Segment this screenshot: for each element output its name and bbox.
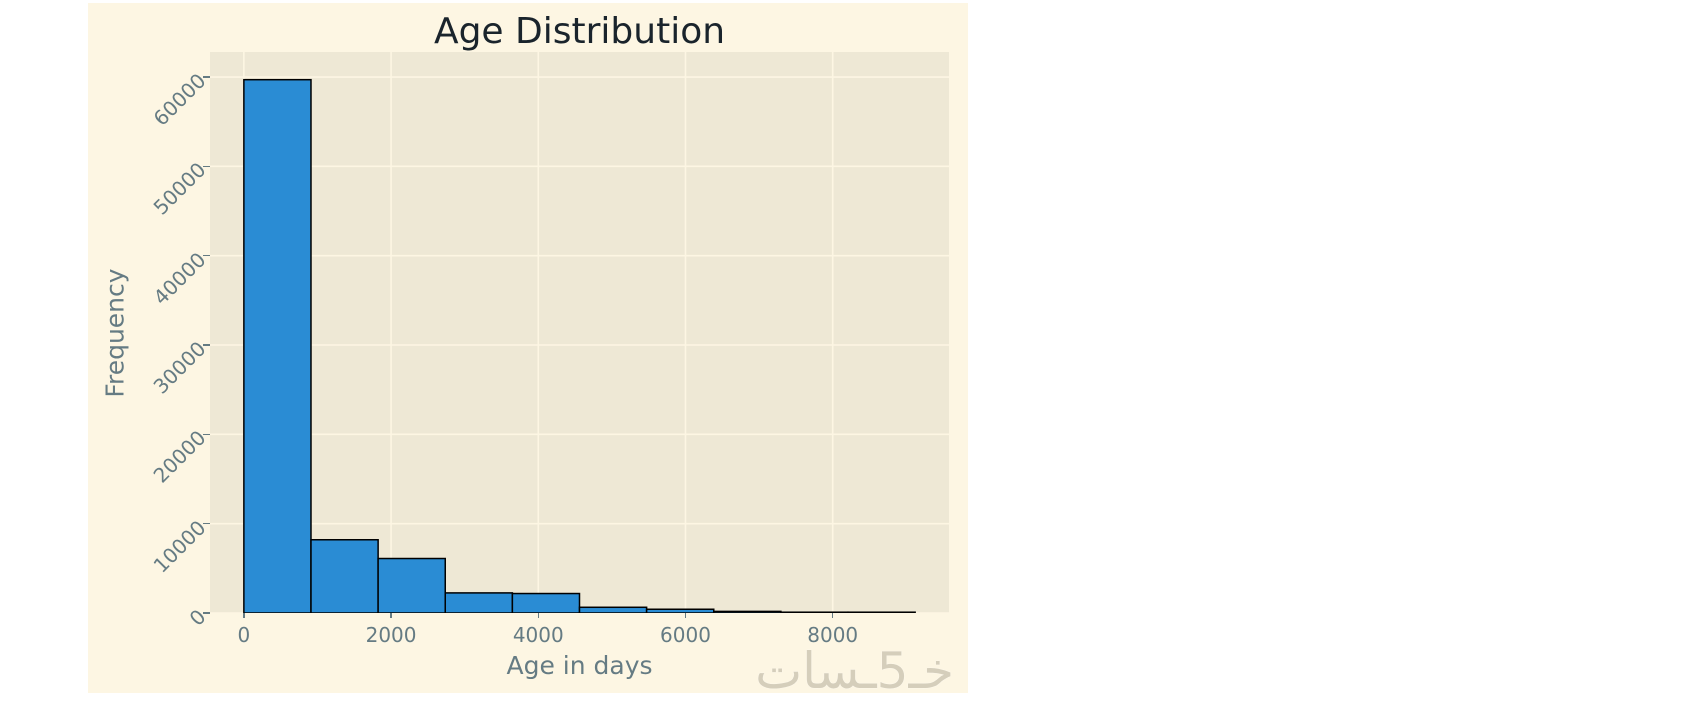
chart-title: Age Distribution: [433, 11, 726, 52]
y-tick-mark-20000: [203, 433, 210, 436]
histogram-bar-7: [713, 610, 782, 613]
histogram-bar-2: [377, 557, 446, 613]
khamsat-watermark: خـ5ـسات: [755, 642, 954, 700]
plot-area: [210, 52, 949, 613]
y-tick-mark-60000: [203, 76, 210, 78]
x-axis-label: Age in days: [506, 651, 653, 680]
histogram-svg: [210, 52, 949, 613]
histogram-bar-9: [847, 611, 916, 613]
x-tick-label-8000: 8000: [807, 623, 859, 647]
histogram-bar-3: [444, 592, 514, 613]
histogram-bar-8: [780, 611, 849, 613]
x-tick-label-6000: 6000: [660, 623, 711, 647]
x-tick-mark-0: [243, 613, 245, 618]
x-tick-label-0: 0: [237, 623, 251, 647]
y-tick-mark-0: [203, 612, 210, 614]
x-tick-label-2000: 2000: [365, 623, 417, 647]
histogram-bar-0: [243, 78, 312, 613]
x-tick-mark-2000: [390, 613, 392, 618]
histogram-bar-6: [645, 608, 715, 613]
y-tick-mark-10000: [203, 522, 210, 525]
y-tick-mark-40000: [203, 254, 210, 257]
y-tick-mark-30000: [203, 344, 210, 346]
x-tick-mark-6000: [684, 613, 687, 618]
x-tick-mark-4000: [537, 613, 540, 618]
x-tick-label-4000: 4000: [512, 623, 564, 647]
histogram-bar-5: [578, 606, 648, 613]
histogram-bar-4: [511, 592, 581, 613]
x-tick-mark-8000: [831, 613, 834, 618]
chart-figure: Age Distribution Age in days Frequency خ…: [88, 3, 968, 699]
histogram-bar-1: [310, 539, 379, 613]
y-tick-mark-50000: [203, 165, 210, 168]
